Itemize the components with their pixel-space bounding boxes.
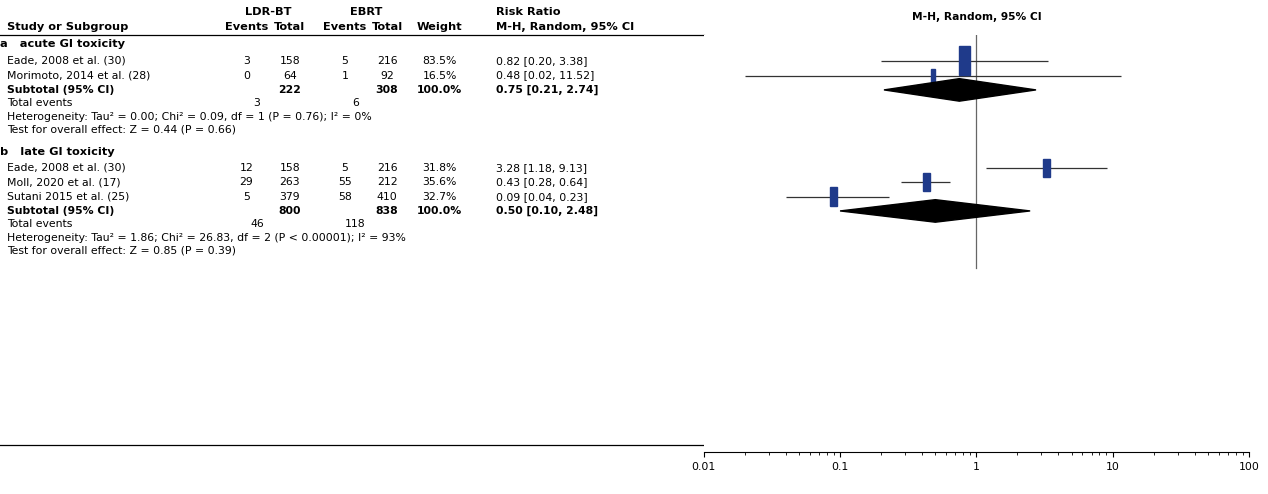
Text: LDR-BT: LDR-BT — [245, 7, 292, 17]
Polygon shape — [839, 200, 1030, 222]
Text: 1: 1 — [341, 71, 349, 81]
Text: 55: 55 — [339, 177, 351, 187]
Text: 212: 212 — [377, 177, 397, 187]
Text: 0.50 [0.10, 2.48]: 0.50 [0.10, 2.48] — [496, 206, 598, 216]
Text: 5: 5 — [341, 163, 349, 173]
Text: Test for overall effect: Z = 0.44 (P = 0.66): Test for overall effect: Z = 0.44 (P = 0… — [8, 125, 236, 135]
Polygon shape — [931, 69, 936, 82]
Text: Morimoto, 2014 et al. (28): Morimoto, 2014 et al. (28) — [8, 71, 151, 81]
Text: Eade, 2008 et al. (30): Eade, 2008 et al. (30) — [8, 163, 126, 173]
Text: 0.09 [0.04, 0.23]: 0.09 [0.04, 0.23] — [496, 192, 588, 202]
Text: 58: 58 — [339, 192, 351, 202]
Text: Total events: Total events — [8, 98, 72, 108]
Text: 5: 5 — [243, 192, 250, 202]
Text: Risk Ratio: Risk Ratio — [496, 7, 560, 17]
Text: 100.0%: 100.0% — [417, 206, 463, 216]
Text: Eade, 2008 et al. (30): Eade, 2008 et al. (30) — [8, 56, 126, 66]
Text: 158: 158 — [280, 56, 301, 66]
Text: Study or Subgroup: Study or Subgroup — [8, 22, 128, 32]
Polygon shape — [884, 79, 1036, 101]
Text: a   acute GI toxicity: a acute GI toxicity — [0, 40, 126, 49]
Text: 216: 216 — [377, 56, 397, 66]
Text: Moll, 2020 et al. (17): Moll, 2020 et al. (17) — [8, 177, 120, 187]
Text: 64: 64 — [283, 71, 297, 81]
Text: 92: 92 — [380, 71, 394, 81]
Text: Sutani 2015 et al. (25): Sutani 2015 et al. (25) — [8, 192, 129, 202]
Text: 16.5%: 16.5% — [422, 71, 456, 81]
Text: 0.75 [0.21, 2.74]: 0.75 [0.21, 2.74] — [496, 85, 598, 95]
Text: Total: Total — [372, 22, 403, 32]
Text: M-H, Random, 95% CI: M-H, Random, 95% CI — [912, 12, 1041, 22]
Text: Total events: Total events — [8, 219, 72, 229]
Text: 32.7%: 32.7% — [422, 192, 456, 202]
Text: 83.5%: 83.5% — [422, 56, 456, 66]
Text: 3: 3 — [254, 98, 260, 108]
Text: Heterogeneity: Tau² = 0.00; Chi² = 0.09, df = 1 (P = 0.76); I² = 0%: Heterogeneity: Tau² = 0.00; Chi² = 0.09,… — [8, 112, 372, 122]
Text: Events: Events — [323, 22, 366, 32]
Text: Subtotal (95% CI): Subtotal (95% CI) — [8, 85, 114, 95]
Text: Test for overall effect: Z = 0.85 (P = 0.39): Test for overall effect: Z = 0.85 (P = 0… — [8, 246, 236, 256]
Text: 838: 838 — [375, 206, 398, 216]
Text: b   late GI toxicity: b late GI toxicity — [0, 147, 114, 157]
Text: 0: 0 — [242, 71, 250, 81]
Text: 46: 46 — [250, 219, 264, 229]
Text: 31.8%: 31.8% — [422, 163, 456, 173]
Text: 3: 3 — [243, 56, 250, 66]
Text: M-H, Random, 95% CI: M-H, Random, 95% CI — [496, 22, 634, 32]
Text: 410: 410 — [377, 192, 397, 202]
Text: Heterogeneity: Tau² = 1.86; Chi² = 26.83, df = 2 (P < 0.00001); I² = 93%: Heterogeneity: Tau² = 1.86; Chi² = 26.83… — [8, 233, 406, 243]
Text: 12: 12 — [240, 163, 254, 173]
Text: 3.28 [1.18, 9.13]: 3.28 [1.18, 9.13] — [496, 163, 587, 173]
Text: 800: 800 — [279, 206, 302, 216]
Text: 216: 216 — [377, 163, 397, 173]
Text: 0.48 [0.02, 11.52]: 0.48 [0.02, 11.52] — [496, 71, 595, 81]
Text: 308: 308 — [375, 85, 398, 95]
Text: Total: Total — [274, 22, 306, 32]
Text: Subtotal (95% CI): Subtotal (95% CI) — [8, 206, 114, 216]
Polygon shape — [959, 46, 970, 76]
Text: 263: 263 — [280, 177, 301, 187]
Text: 0.43 [0.28, 0.64]: 0.43 [0.28, 0.64] — [496, 177, 587, 187]
Text: 0.82 [0.20, 3.38]: 0.82 [0.20, 3.38] — [496, 56, 587, 66]
Polygon shape — [831, 187, 837, 206]
Text: EBRT: EBRT — [350, 7, 382, 17]
Text: Events: Events — [224, 22, 268, 32]
Text: 222: 222 — [279, 85, 302, 95]
Polygon shape — [923, 173, 929, 192]
Text: Weight: Weight — [417, 22, 463, 32]
Text: 100.0%: 100.0% — [417, 85, 463, 95]
Text: 158: 158 — [280, 163, 301, 173]
Text: 35.6%: 35.6% — [422, 177, 456, 187]
Text: 118: 118 — [345, 219, 365, 229]
Text: 5: 5 — [341, 56, 349, 66]
Polygon shape — [1044, 159, 1050, 177]
Text: 6: 6 — [353, 98, 359, 108]
Text: 29: 29 — [240, 177, 254, 187]
Text: 379: 379 — [280, 192, 301, 202]
